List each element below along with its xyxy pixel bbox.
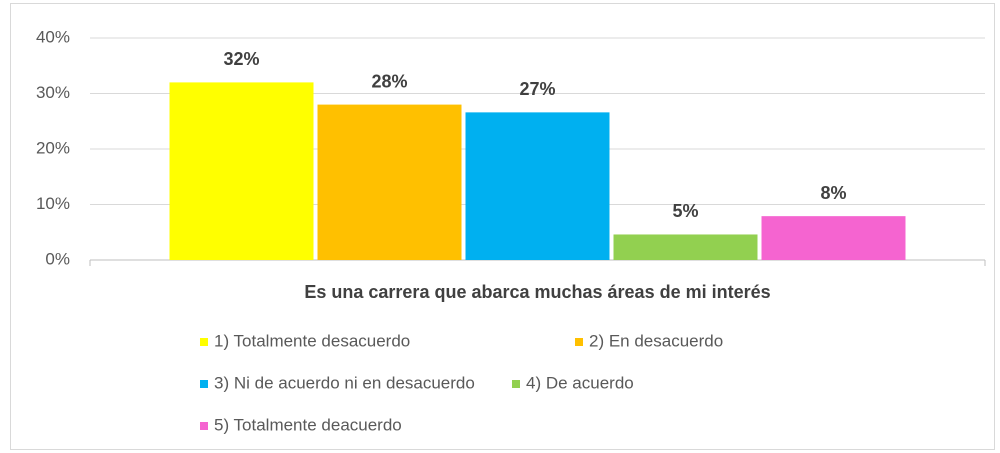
y-tick-label: 40% bbox=[36, 27, 70, 46]
bar bbox=[169, 82, 314, 261]
legend-label: 1) Totalmente desacuerdo bbox=[214, 331, 410, 350]
bar bbox=[613, 234, 758, 260]
bar bbox=[761, 216, 906, 260]
legend-swatch bbox=[200, 422, 208, 430]
y-tick-label: 30% bbox=[36, 83, 70, 102]
data-label: 28% bbox=[371, 71, 407, 91]
legend-swatch bbox=[575, 338, 583, 346]
legend-swatch bbox=[200, 380, 208, 388]
data-label: 5% bbox=[672, 201, 698, 221]
data-label: 8% bbox=[820, 183, 846, 203]
data-label: 27% bbox=[519, 79, 555, 99]
legend-swatch bbox=[512, 380, 520, 388]
data-label: 32% bbox=[223, 49, 259, 69]
y-tick-label: 0% bbox=[45, 249, 70, 268]
legend-label: 5) Totalmente deacuerdo bbox=[214, 415, 402, 434]
x-tick-label: Es una carrera que abarca muchas áreas d… bbox=[304, 282, 770, 302]
bar bbox=[317, 104, 462, 260]
bar bbox=[465, 112, 610, 261]
legend-label: 4) De acuerdo bbox=[526, 373, 634, 392]
y-tick-label: 10% bbox=[36, 194, 70, 213]
legend-label: 2) En desacuerdo bbox=[589, 331, 723, 350]
legend-label: 3) Ni de acuerdo ni en desacuerdo bbox=[214, 373, 475, 392]
legend-swatch bbox=[200, 338, 208, 346]
y-tick-label: 20% bbox=[36, 138, 70, 157]
